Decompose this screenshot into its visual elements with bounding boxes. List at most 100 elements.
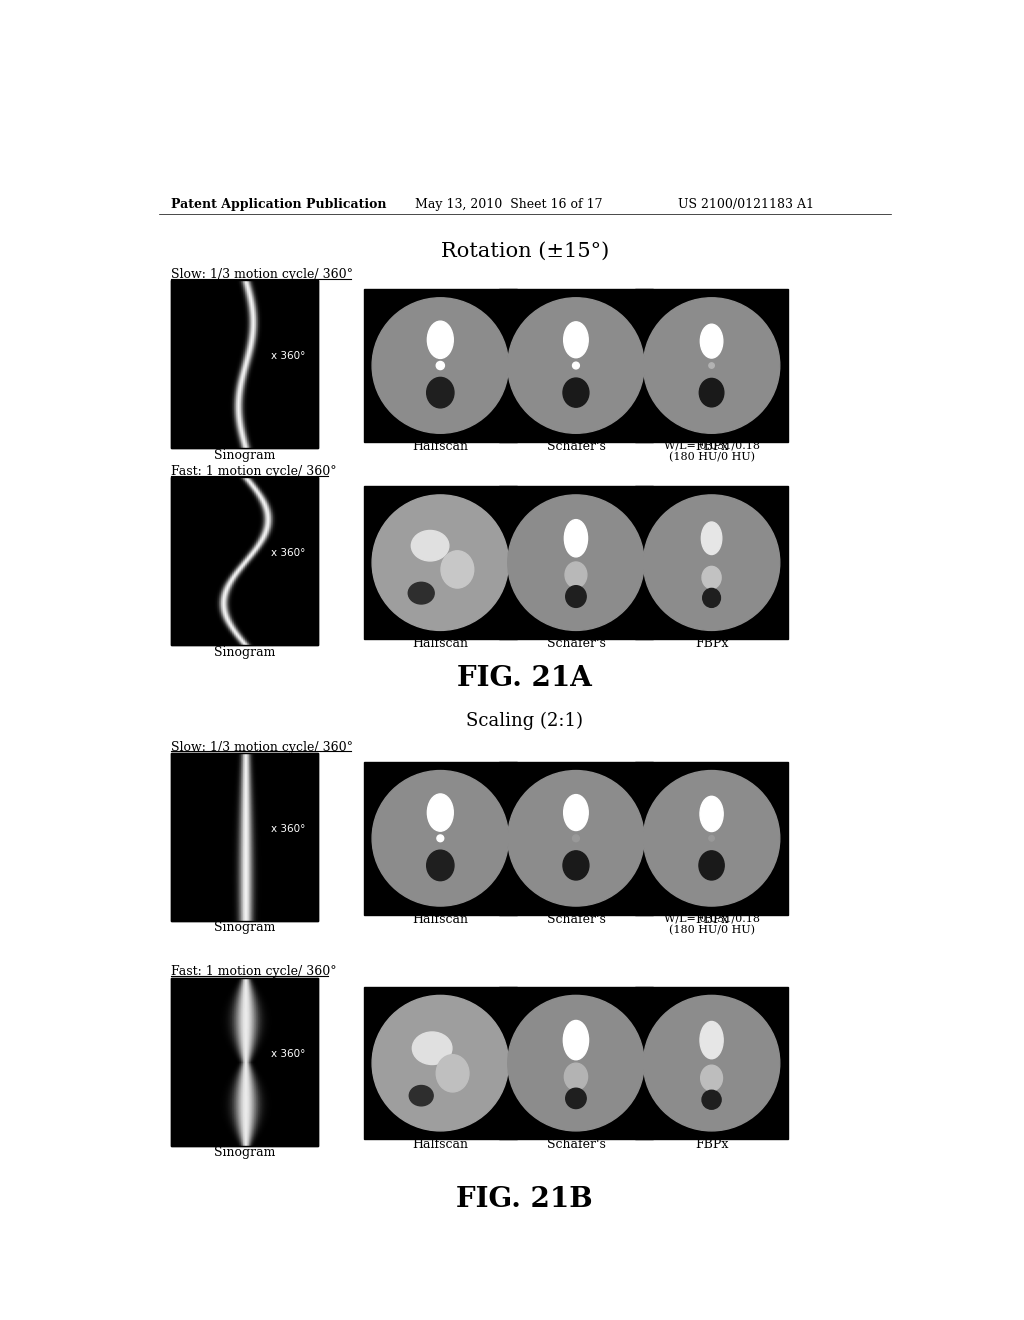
- Ellipse shape: [700, 796, 723, 832]
- Ellipse shape: [563, 1020, 589, 1060]
- Circle shape: [572, 836, 580, 842]
- Text: x 360°: x 360°: [270, 1048, 305, 1059]
- Ellipse shape: [565, 562, 587, 587]
- Text: Fast: 1 motion cycle/ 360°: Fast: 1 motion cycle/ 360°: [171, 965, 336, 978]
- Circle shape: [436, 362, 444, 370]
- Text: Halfscan: Halfscan: [413, 913, 468, 927]
- Bar: [171, 280, 317, 447]
- Ellipse shape: [563, 322, 588, 358]
- Circle shape: [372, 495, 509, 631]
- Ellipse shape: [702, 589, 721, 607]
- Bar: [171, 978, 317, 1146]
- Ellipse shape: [563, 795, 588, 830]
- Text: Schafer's: Schafer's: [547, 441, 605, 453]
- Text: Halfscan: Halfscan: [413, 638, 468, 651]
- Circle shape: [709, 836, 715, 841]
- Text: W/L= 0.031/0.18
(180 HU/0 HU): W/L= 0.031/0.18 (180 HU/0 HU): [664, 441, 760, 462]
- Text: x 360°: x 360°: [270, 548, 305, 558]
- Text: Scaling (2:1): Scaling (2:1): [466, 711, 584, 730]
- Circle shape: [572, 362, 580, 368]
- Text: FBPx: FBPx: [695, 1138, 728, 1151]
- Text: Schafer's: Schafer's: [547, 638, 605, 651]
- Ellipse shape: [699, 379, 724, 407]
- Text: Sinogram: Sinogram: [214, 449, 274, 462]
- Text: FIG. 21B: FIG. 21B: [457, 1185, 593, 1213]
- Text: Patent Application Publication: Patent Application Publication: [171, 198, 386, 211]
- Text: x 360°: x 360°: [270, 351, 305, 360]
- Ellipse shape: [700, 325, 723, 358]
- Circle shape: [709, 363, 715, 368]
- Bar: [500, 487, 652, 639]
- Ellipse shape: [564, 520, 588, 557]
- Ellipse shape: [701, 521, 722, 554]
- Ellipse shape: [564, 1063, 588, 1090]
- Ellipse shape: [436, 1055, 469, 1092]
- Text: Slow: 1/3 motion cycle/ 360°: Slow: 1/3 motion cycle/ 360°: [171, 741, 352, 754]
- Ellipse shape: [700, 1022, 723, 1059]
- Ellipse shape: [702, 1090, 721, 1109]
- Ellipse shape: [563, 851, 589, 880]
- Bar: [364, 762, 517, 915]
- Text: Rotation (±15°): Rotation (±15°): [440, 242, 609, 260]
- Text: W/L= 0.031/0.18
(180 HU/0 HU): W/L= 0.031/0.18 (180 HU/0 HU): [664, 913, 760, 935]
- Circle shape: [372, 995, 509, 1131]
- Bar: [171, 280, 317, 447]
- Ellipse shape: [565, 1088, 586, 1109]
- Bar: [500, 289, 652, 442]
- Text: Schafer's: Schafer's: [547, 913, 605, 927]
- Bar: [500, 762, 652, 915]
- Ellipse shape: [427, 378, 454, 408]
- Bar: [364, 487, 517, 639]
- Bar: [364, 987, 517, 1139]
- Circle shape: [643, 771, 779, 906]
- Ellipse shape: [427, 321, 454, 359]
- Text: x 360°: x 360°: [270, 824, 305, 834]
- Text: FBPx: FBPx: [695, 441, 728, 453]
- Circle shape: [372, 298, 509, 433]
- Text: FIG. 21A: FIG. 21A: [458, 665, 592, 692]
- Ellipse shape: [412, 531, 449, 561]
- Bar: [171, 477, 317, 645]
- Bar: [171, 978, 317, 1146]
- Circle shape: [508, 495, 644, 631]
- Circle shape: [643, 298, 779, 433]
- Ellipse shape: [441, 550, 474, 589]
- Circle shape: [508, 298, 644, 433]
- Text: US 2100/0121183 A1: US 2100/0121183 A1: [678, 198, 814, 211]
- Bar: [635, 289, 788, 442]
- Text: Halfscan: Halfscan: [413, 441, 468, 453]
- Text: Halfscan: Halfscan: [413, 1138, 468, 1151]
- Bar: [635, 487, 788, 639]
- Ellipse shape: [565, 586, 586, 607]
- Text: Schafer's: Schafer's: [547, 1138, 605, 1151]
- Bar: [171, 752, 317, 921]
- Ellipse shape: [413, 1032, 452, 1064]
- Circle shape: [643, 495, 779, 631]
- Text: Fast: 1 motion cycle/ 360°: Fast: 1 motion cycle/ 360°: [171, 465, 336, 478]
- Ellipse shape: [427, 793, 454, 832]
- Bar: [171, 752, 317, 921]
- Circle shape: [372, 771, 509, 906]
- Ellipse shape: [699, 851, 724, 880]
- Circle shape: [437, 836, 443, 842]
- Circle shape: [508, 995, 644, 1131]
- Text: Slow: 1/3 motion cycle/ 360°: Slow: 1/3 motion cycle/ 360°: [171, 268, 352, 281]
- Text: FBPx: FBPx: [695, 638, 728, 651]
- Bar: [500, 987, 652, 1139]
- Circle shape: [643, 995, 779, 1131]
- Text: Sinogram: Sinogram: [214, 921, 274, 935]
- Ellipse shape: [702, 566, 721, 589]
- Ellipse shape: [700, 1065, 723, 1090]
- Bar: [364, 289, 517, 442]
- Text: FBPx: FBPx: [695, 913, 728, 927]
- Circle shape: [508, 771, 644, 906]
- Ellipse shape: [409, 582, 434, 605]
- Ellipse shape: [410, 1085, 433, 1106]
- Text: May 13, 2010  Sheet 16 of 17: May 13, 2010 Sheet 16 of 17: [415, 198, 602, 211]
- Ellipse shape: [427, 850, 454, 880]
- Text: Sinogram: Sinogram: [214, 645, 274, 659]
- Ellipse shape: [563, 378, 589, 407]
- Bar: [171, 477, 317, 645]
- Text: Sinogram: Sinogram: [214, 1146, 274, 1159]
- Bar: [635, 762, 788, 915]
